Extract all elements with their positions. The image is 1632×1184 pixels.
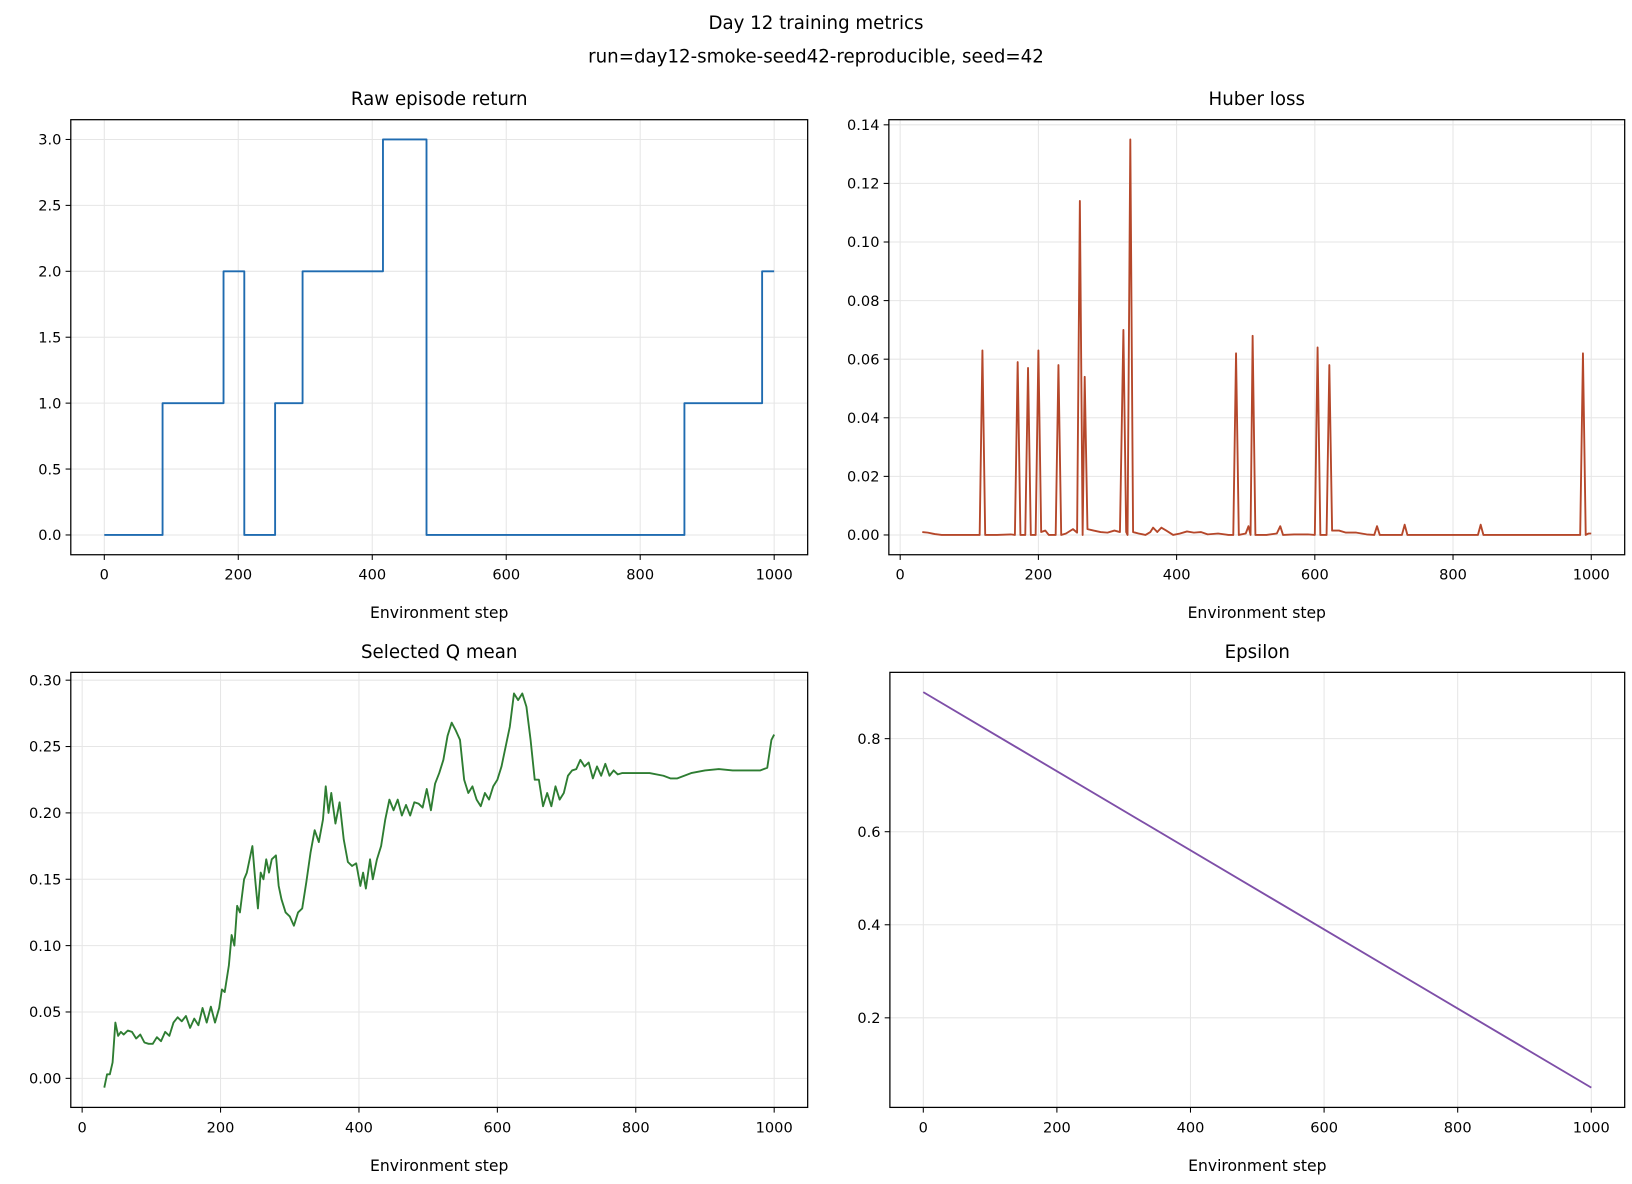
axes-frame <box>888 119 1626 556</box>
data-line <box>922 138 1592 536</box>
x-tick-label: 800 <box>1444 1119 1472 1136</box>
y-tick-label: 0.06 <box>847 351 879 368</box>
y-tick-label: 0.15 <box>29 871 61 888</box>
x-axis-label: Environment step <box>370 604 508 622</box>
x-tick-label: 600 <box>1301 567 1329 584</box>
y-tick-label: 0.30 <box>29 672 61 689</box>
x-tick-label: 200 <box>1043 1119 1071 1136</box>
x-tick-label: 200 <box>224 567 252 584</box>
x-tick-label: 600 <box>492 567 520 584</box>
x-tick-label: 200 <box>207 1119 235 1136</box>
x-tick-label: 0 <box>100 567 109 584</box>
x-axis-label: Environment step <box>370 1157 508 1175</box>
y-tick-label: 2.5 <box>38 198 61 215</box>
y-tick-label: 0.12 <box>847 176 879 193</box>
y-tick-label: 0.4 <box>857 917 880 934</box>
y-tick-label: 0.8 <box>857 731 880 748</box>
x-tick-label: 1000 <box>1573 567 1610 584</box>
figure-subtitle: run=day12-smoke-seed42-reproducible, see… <box>588 46 1044 67</box>
y-tick-label: 1.5 <box>38 329 61 346</box>
y-tick-label: 0.6 <box>857 824 880 841</box>
y-tick-label: 0.10 <box>847 234 879 251</box>
x-tick-label: 600 <box>1310 1119 1338 1136</box>
y-tick-label: 0.08 <box>847 293 879 310</box>
x-tick-label: 400 <box>1177 1119 1205 1136</box>
x-tick-label: 400 <box>1163 567 1191 584</box>
axes-frame <box>70 119 809 556</box>
x-tick-label: 0 <box>919 1119 928 1136</box>
subplot: 0 200 400 600 800 1000 0.0 0.5 1.0 1.5 2.0 2.5 3.0 Ra… <box>38 89 809 622</box>
subplot: 0 200 400 600 800 1000 0.00 0.05 0.10 0.15 0.20 0.2… <box>29 642 809 1175</box>
data-line <box>104 138 775 536</box>
y-tick-label: 3.0 <box>38 132 61 149</box>
y-tick-label: 0.25 <box>29 739 61 756</box>
x-tick-label: 400 <box>345 1119 373 1136</box>
y-tick-label: 2.0 <box>38 264 61 281</box>
y-tick-label: 1.0 <box>38 395 61 412</box>
x-tick-label: 0 <box>78 1119 87 1136</box>
subplot-title: Huber loss <box>1209 89 1305 110</box>
y-tick-label: 0.20 <box>29 805 61 822</box>
subplot: 0 200 400 600 800 1000 0.00 0.02 0.04 0.06 0.08 0.1… <box>847 89 1626 622</box>
x-tick-label: 1000 <box>756 1119 793 1136</box>
y-tick-label: 0.5 <box>38 461 61 478</box>
y-tick-label: 0.04 <box>847 410 879 427</box>
y-tick-label: 0.00 <box>847 527 879 544</box>
x-tick-label: 800 <box>622 1119 650 1136</box>
x-tick-label: 400 <box>358 567 386 584</box>
subplot-title: Selected Q mean <box>361 642 517 663</box>
y-tick-label: 0.05 <box>29 1004 61 1021</box>
data-line <box>922 691 1592 1089</box>
x-tick-label: 1000 <box>756 567 793 584</box>
x-tick-label: 1000 <box>1573 1119 1610 1136</box>
axes-frame <box>70 671 809 1109</box>
y-tick-label: 0.2 <box>857 1010 880 1027</box>
x-tick-label: 800 <box>626 567 654 584</box>
data-line <box>103 692 776 1088</box>
x-tick-label: 200 <box>1025 567 1053 584</box>
y-tick-label: 0.10 <box>29 938 61 955</box>
subplot: 0 200 400 600 800 1000 0.2 0.4 0.6 0.8 Epsilon Envi… <box>857 642 1626 1175</box>
subplot-title: Epsilon <box>1225 642 1290 663</box>
y-tick-label: 0.02 <box>847 469 879 486</box>
y-tick-label: 0.0 <box>38 527 61 544</box>
x-axis-label: Environment step <box>1188 1157 1326 1175</box>
subplot-title: Raw episode return <box>351 89 528 110</box>
x-tick-label: 800 <box>1439 567 1467 584</box>
y-tick-label: 0.00 <box>29 1071 61 1088</box>
x-axis-label: Environment step <box>1188 604 1326 622</box>
y-tick-label: 0.14 <box>847 117 879 134</box>
x-tick-label: 600 <box>483 1119 511 1136</box>
figure-title: Day 12 training metrics <box>708 13 923 34</box>
axes-frame <box>889 671 1626 1109</box>
x-tick-label: 0 <box>896 567 905 584</box>
